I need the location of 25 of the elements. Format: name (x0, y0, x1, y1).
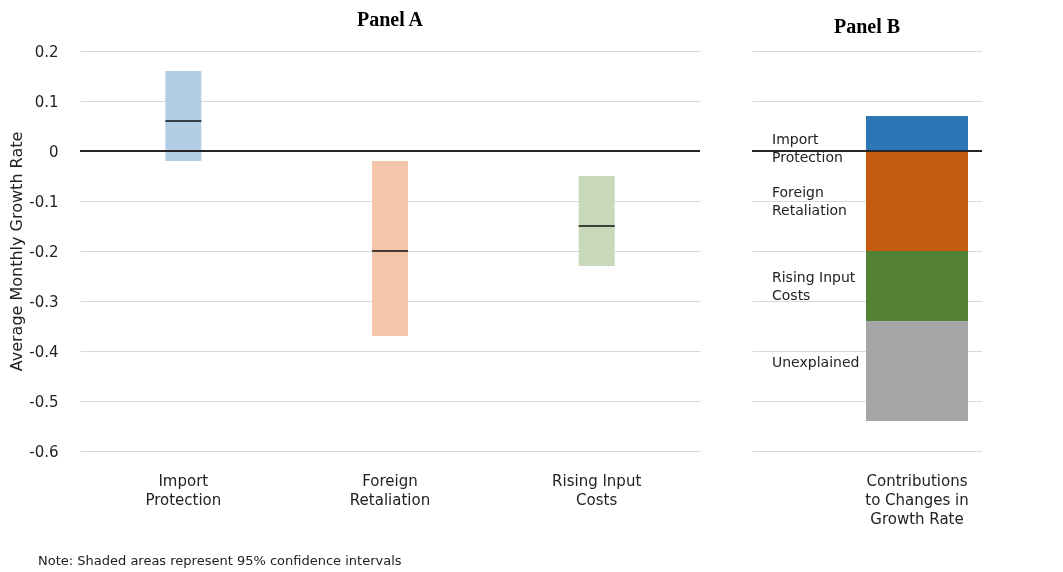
y-tick-label: -0.5 (29, 392, 59, 411)
bar (866, 321, 968, 421)
bar (866, 151, 968, 251)
chart-title: Panel A (356, 8, 424, 30)
y-tick-label: 0.1 (34, 92, 59, 111)
y-tick-label: -0.4 (29, 342, 59, 361)
series-label: Import Protection (772, 131, 843, 165)
x-tick-label: Rising Input Costs (552, 471, 642, 509)
y-tick-label: -0.1 (29, 192, 59, 211)
y-tick-label: -0.2 (29, 242, 59, 261)
text: Note: Shaded areas represent 95% confidence intervals (38, 553, 402, 568)
bar (866, 116, 968, 151)
x-tick-label: Foreign Retaliation (349, 471, 431, 509)
bar (866, 251, 968, 321)
chart-title: Panel B (833, 15, 901, 37)
x-tick-label: Contributions to Changes in Growth Rate (865, 471, 969, 528)
y-tick-label: -0.6 (29, 442, 59, 461)
y-axis-title: Average Monthly Growth Rate (7, 131, 27, 372)
y-tick-label: 0.2 (34, 42, 59, 61)
y-tick-label: 0 (48, 142, 59, 161)
y-tick-label: -0.3 (29, 292, 59, 311)
series-label: Unexplained (772, 354, 860, 370)
series-label: Foreign Retaliation (772, 184, 847, 218)
series-label: Rising Input Costs (772, 269, 856, 303)
x-tick-label: Import Protection (145, 471, 222, 509)
